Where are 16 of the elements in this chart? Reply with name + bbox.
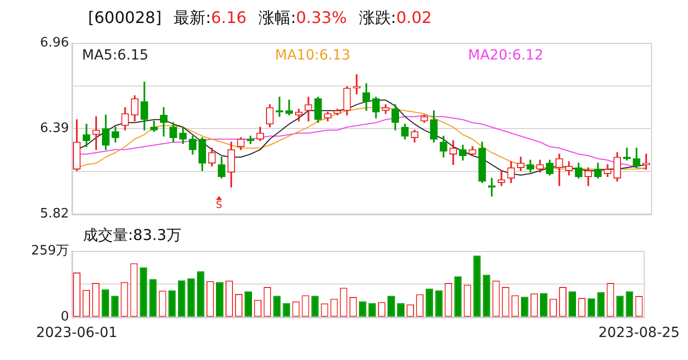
text: 涨跌:0.02 bbox=[358, 8, 432, 27]
y-tick-label: 5.82 bbox=[40, 206, 69, 222]
x-tick-label: 2023-08-25 bbox=[598, 325, 680, 342]
y-tick-label: 259万 bbox=[31, 243, 69, 258]
chart-title: 成交量:83.3万 bbox=[83, 226, 182, 245]
text: 涨幅:0.33% bbox=[258, 8, 347, 27]
text: 最新:6.16 bbox=[174, 8, 247, 27]
text: MA10:6.13 bbox=[275, 48, 350, 64]
y-tick-label: 6.96 bbox=[40, 35, 69, 50]
y-tick-label: 6.39 bbox=[40, 120, 69, 136]
text: MA5:6.15 bbox=[82, 48, 148, 64]
y-tick-label: 0 bbox=[60, 310, 69, 325]
annotation: S bbox=[214, 200, 224, 211]
chart-title: [600028] bbox=[88, 8, 162, 27]
x-tick-label: 2023-06-01 bbox=[36, 325, 118, 342]
text: MA20:6.12 bbox=[468, 48, 544, 64]
